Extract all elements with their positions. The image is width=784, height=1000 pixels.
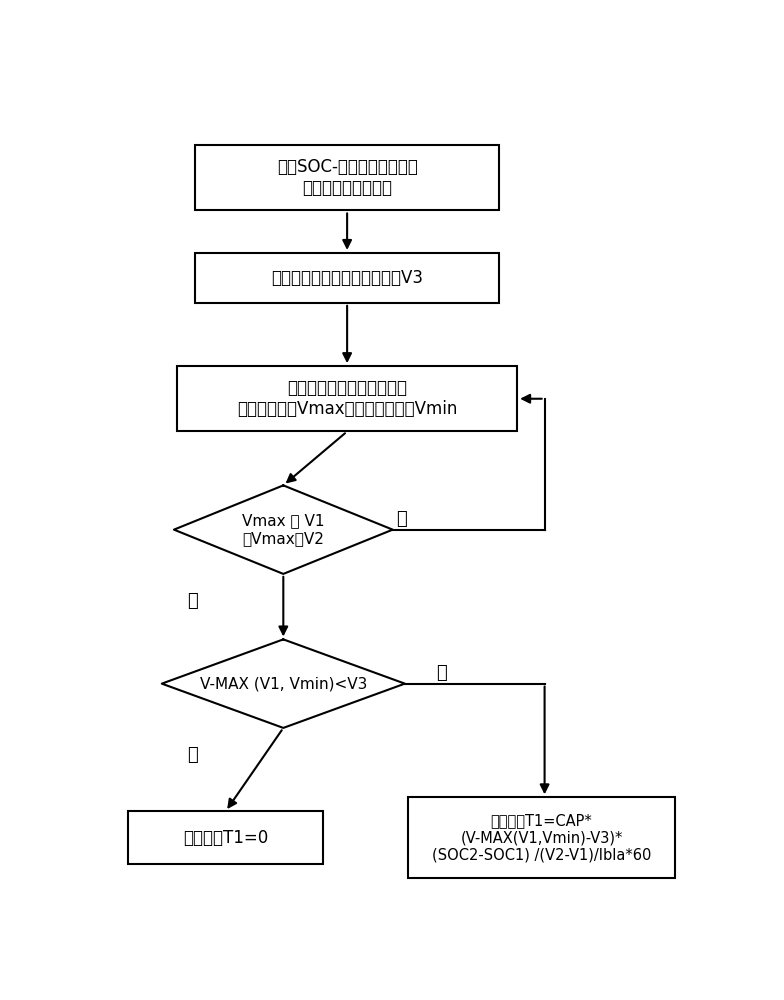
- Text: 均衡时间T1=0: 均衡时间T1=0: [183, 829, 268, 847]
- Text: 是: 是: [187, 592, 198, 610]
- Bar: [129, 811, 323, 864]
- Text: V-MAX (V1, Vmin)<V3: V-MAX (V1, Vmin)<V3: [200, 676, 367, 691]
- Bar: [408, 797, 675, 878]
- Text: 是: 是: [187, 746, 198, 764]
- Polygon shape: [174, 485, 393, 574]
- Text: Vmax ＞ V1
且Vmax＜V2: Vmax ＞ V1 且Vmax＜V2: [242, 513, 325, 546]
- Text: 均衡时间T1=CAP*
(V-MAX(V1,Vmin)-V3)*
(SOC2-SOC1) /(V2-V1)/Ibla*60: 均衡时间T1=CAP* (V-MAX(V1,Vmin)-V3)* (SOC2-S…: [432, 813, 652, 863]
- Bar: [177, 366, 517, 431]
- Text: 根据SOC-电芯充电电压曲线
选择进行均衡的区间: 根据SOC-电芯充电电压曲线 选择进行均衡的区间: [277, 158, 418, 197]
- Text: 否: 否: [436, 664, 447, 682]
- Text: 根据均衡的区间预设压差阈値V3: 根据均衡的区间预设压差阈値V3: [271, 269, 423, 287]
- Text: 实时采集单体电芯电压确定
最高单体电压Vmax和最低单体电压Vmin: 实时采集单体电芯电压确定 最高单体电压Vmax和最低单体电压Vmin: [237, 379, 457, 418]
- Text: 否: 否: [397, 510, 407, 528]
- Polygon shape: [162, 639, 405, 728]
- Bar: [195, 253, 499, 303]
- Bar: [195, 145, 499, 210]
